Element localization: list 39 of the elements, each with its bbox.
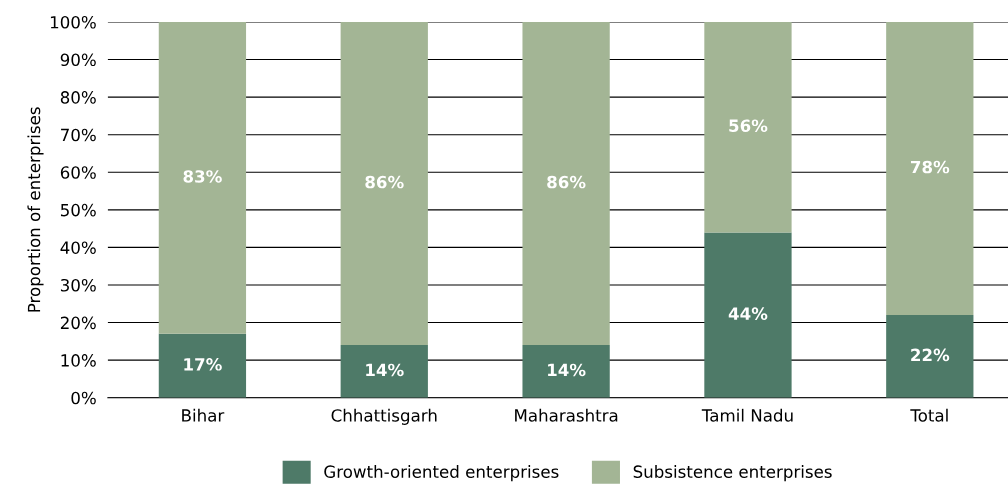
bar: [522, 21, 610, 346]
data-label: 86%: [365, 175, 404, 189]
y-tick-label: 80%: [60, 91, 96, 104]
y-tick-label: 70%: [61, 128, 96, 142]
data-label: 86%: [547, 175, 586, 189]
data-label: 14%: [548, 363, 586, 377]
x-tick-label: Bihar: [182, 408, 225, 422]
legend-label: Growth-oriented enterprises: [324, 465, 559, 482]
data-label: 44%: [728, 307, 768, 320]
y-tick-label: 10%: [61, 354, 96, 367]
data-label: 83%: [183, 170, 222, 183]
x-tick-label: Tamil Nadu: [701, 408, 793, 422]
data-label: 56%: [729, 119, 768, 133]
bar: [522, 345, 610, 398]
x-tick-label: Total: [910, 408, 948, 422]
y-tick-label: 20%: [60, 316, 96, 330]
x-tick-label: Chhattisgarh: [331, 408, 437, 425]
y-tick-label: 30%: [60, 278, 96, 292]
legend-label: Subsistence enterprises: [633, 465, 832, 482]
data-label: 14%: [366, 363, 404, 377]
x-tick-label: Maharashtra: [515, 408, 618, 422]
bar: [704, 232, 792, 398]
y-tick-label: 100%: [50, 15, 96, 29]
data-label: 78%: [910, 160, 950, 174]
bar: [886, 21, 974, 316]
y-tick-label: 0%: [71, 391, 96, 405]
bar: [704, 21, 792, 233]
y-axis-title: Proportion of enterprises: [27, 107, 44, 312]
bar: [340, 21, 428, 346]
y-tick-label: 50%: [60, 203, 96, 217]
y-tick-label: 60%: [60, 166, 96, 179]
bar: [886, 315, 974, 398]
bar: [340, 345, 428, 398]
y-tick-label: 40%: [60, 241, 96, 254]
bar: [158, 333, 247, 398]
data-label: 22%: [911, 348, 950, 362]
bar: [158, 21, 247, 334]
data-label: 17%: [184, 358, 222, 371]
y-tick-label: 90%: [60, 53, 96, 67]
